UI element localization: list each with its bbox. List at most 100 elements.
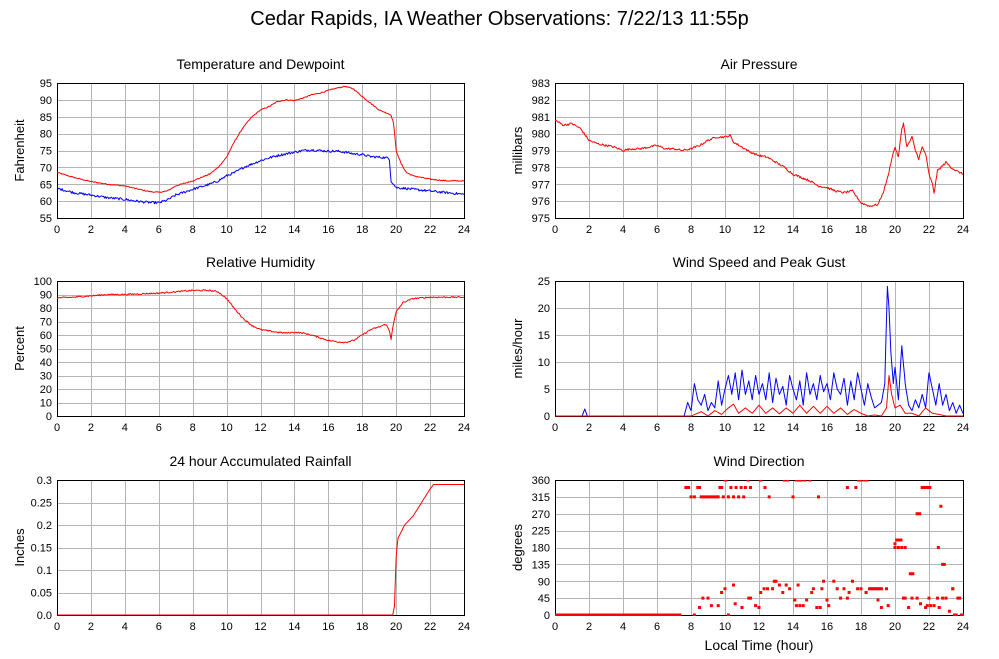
wind-direction-point <box>647 613 651 616</box>
wind-direction-point <box>811 587 815 591</box>
x-tick-label: 0 <box>552 224 558 236</box>
wind-direction-point <box>568 613 572 616</box>
y-tick-label: 135 <box>532 559 550 571</box>
wind-direction-point <box>925 604 929 608</box>
wind-direction-point <box>579 613 582 616</box>
wind-direction-point <box>783 480 786 482</box>
wind-direction-point <box>696 486 700 489</box>
x-axis-label: Local Time (hour) <box>705 637 814 653</box>
x-tick-label: 18 <box>855 422 867 434</box>
y-tick-label: 85 <box>40 112 52 124</box>
plot-frame <box>555 281 964 417</box>
wind-direction-point <box>932 604 936 608</box>
wind-direction-point <box>908 572 912 576</box>
plot-area <box>57 85 465 205</box>
y-tick-label: 982 <box>532 95 550 107</box>
wind-direction-point <box>851 579 854 583</box>
wind-direction-point <box>793 598 797 602</box>
x-tick-label: 2 <box>88 621 94 633</box>
plot-frame <box>57 83 465 219</box>
wind-direction-point <box>847 591 851 594</box>
x-tick-label: 4 <box>620 422 626 434</box>
y-tick-label: 180 <box>532 543 550 555</box>
wind-direction-point <box>920 486 924 489</box>
wind-direction-point <box>925 486 929 489</box>
chart-title: Wind Direction <box>713 453 804 469</box>
wind-direction-point <box>699 495 703 499</box>
wind-direction-point <box>675 613 679 616</box>
wind-direction-point <box>915 512 919 516</box>
wind-direction-point <box>650 613 654 616</box>
plot-area <box>555 119 963 207</box>
wind-direction-point <box>956 596 960 600</box>
y-tick-label: 978 <box>532 162 550 174</box>
wind-direction-point <box>630 613 633 616</box>
plot-frame <box>555 83 964 219</box>
x-tick-label: 22 <box>923 422 935 434</box>
wind-direction-point <box>939 504 943 508</box>
wind-direction-point <box>724 480 728 482</box>
y-tick-label: 65 <box>40 179 52 191</box>
y-tick-label: 90 <box>40 95 52 107</box>
wind-direction-point <box>749 596 752 600</box>
wind-direction-point <box>556 613 560 616</box>
air-pressure-chart: 0 2 4 6 8 10 12 14 16 18 20 22 249759769779789799809… <box>510 56 969 236</box>
x-tick-label: 8 <box>190 621 196 633</box>
wind-direction-point <box>596 613 600 616</box>
wind-direction-point <box>742 495 746 499</box>
y-tick-label: 983 <box>532 78 550 90</box>
wind-direction-point <box>822 579 826 583</box>
y-tick-label: 60 <box>40 196 52 208</box>
x-tick-label: 14 <box>787 224 799 236</box>
wind-direction-point <box>924 606 928 609</box>
x-tick-label: 4 <box>620 621 626 633</box>
wind-direction-point <box>599 613 603 616</box>
x-tick-label: 6 <box>654 224 660 236</box>
y-tick-label: 75 <box>40 146 52 158</box>
x-tick-label: 8 <box>688 224 694 236</box>
wind-direction-point <box>709 604 713 608</box>
series-line-rain-0 <box>57 484 464 616</box>
wind-direction-point <box>798 604 802 608</box>
y-tick-label: 0 <box>46 411 52 423</box>
wind-direction-point <box>903 596 907 600</box>
wind-direction-point <box>720 486 724 489</box>
chart-title: 24 hour Accumulated Rainfall <box>169 453 351 469</box>
series-line-pressure-0 <box>555 119 963 207</box>
wind-direction-point <box>919 602 922 606</box>
x-tick-label: 2 <box>586 621 592 633</box>
y-tick-label: 50 <box>40 344 52 356</box>
wind-direction-point <box>774 579 778 583</box>
wind-direction-point <box>820 587 824 591</box>
wind-direction-point <box>581 613 585 616</box>
wind-direction-point <box>614 613 618 616</box>
wind-direction-point <box>566 613 570 616</box>
y-axis-label: Percent <box>12 326 27 371</box>
wind-direction-point <box>903 546 907 549</box>
wind-direction-point <box>845 486 849 489</box>
wind-direction-point <box>678 613 682 616</box>
wind-direction-point <box>709 495 713 499</box>
wind-direction-point <box>859 587 863 591</box>
x-tick-label: 2 <box>88 422 94 434</box>
y-axis-label: degrees <box>510 524 525 571</box>
wind-direction-point <box>617 613 621 616</box>
y-tick-label: 0.3 <box>37 475 52 487</box>
x-tick-label: 12 <box>254 422 266 434</box>
wind-direction-point <box>757 606 761 609</box>
x-tick-label: 8 <box>688 621 694 633</box>
wind-direction-point <box>660 613 664 616</box>
wind-direction-point <box>942 562 946 566</box>
wind-direction-point <box>635 613 639 616</box>
y-tick-label: 0.1 <box>37 565 52 577</box>
x-tick-label: 10 <box>719 621 731 633</box>
wind-direction-point <box>937 606 941 609</box>
x-tick-label: 16 <box>322 621 334 633</box>
wind-direction-point <box>619 613 623 616</box>
wind-direction-point <box>573 613 577 616</box>
wind-direction-point <box>893 542 897 546</box>
wind-direction-point <box>604 613 608 616</box>
wind-direction-point <box>763 486 767 489</box>
wind-direction-point <box>759 480 763 482</box>
y-tick-label: 0.25 <box>31 498 52 510</box>
